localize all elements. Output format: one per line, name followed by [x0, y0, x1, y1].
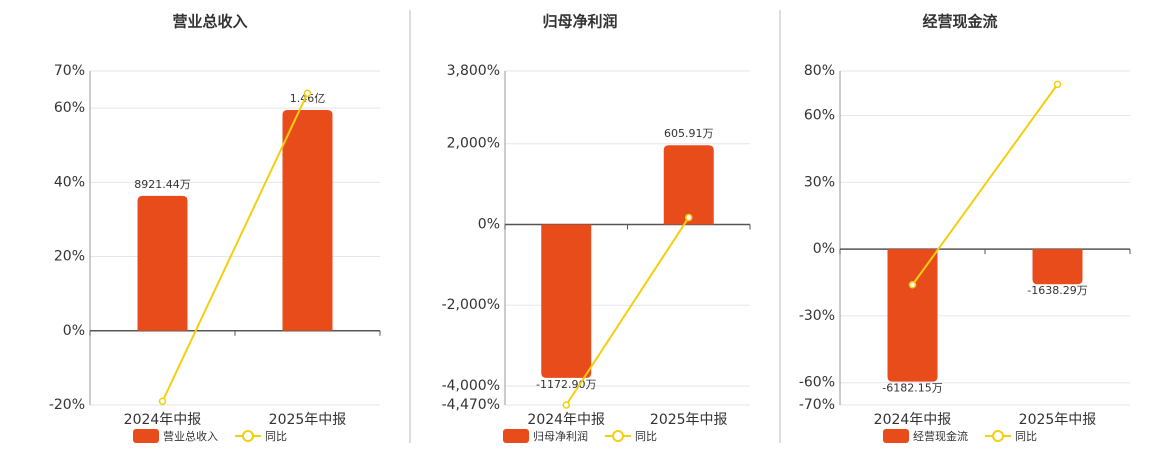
line-point: [303, 89, 312, 98]
value-label: 605.91万: [664, 127, 714, 140]
y-tick-label: -30%: [799, 308, 835, 324]
y-tick-label: -70%: [799, 397, 835, 413]
x-tick-label: 2025年中报: [269, 412, 347, 428]
legend-swatch: [883, 429, 909, 443]
x-tick-label: 2025年中报: [1019, 412, 1097, 428]
value-label: -1172.90万: [536, 378, 596, 391]
y-tick-label: 0%: [478, 216, 500, 232]
line-point: [685, 213, 693, 222]
legend-label: 同比: [1015, 430, 1037, 443]
y-tick-label: 40%: [54, 174, 85, 190]
line-point: [158, 397, 167, 406]
chart-title: 归母净利润: [542, 13, 617, 31]
legend-label: 营业总收入: [163, 429, 218, 443]
x-tick-label: 2024年中报: [124, 412, 202, 428]
bar: [887, 249, 938, 382]
y-tick-label: -4,470%: [442, 397, 500, 413]
value-label: -1638.29万: [1027, 284, 1087, 297]
line-point: [562, 401, 570, 409]
y-tick-label: 30%: [804, 174, 835, 190]
y-tick-label: 0%: [813, 241, 835, 257]
y-tick-label: 0%: [63, 323, 85, 339]
bar: [663, 145, 714, 225]
legend-label: 归母净利润: [533, 429, 588, 443]
y-tick-label: 70%: [54, 63, 85, 79]
y-tick-label: 3,800%: [447, 63, 500, 79]
y-tick-label: 60%: [804, 108, 835, 124]
y-tick-label: -60%: [799, 375, 835, 391]
y-tick-label: -2,000%: [442, 297, 500, 313]
x-tick-label: 2025年中报: [650, 412, 728, 428]
legend-label: 同比: [265, 430, 287, 443]
y-tick-label: -4,000%: [442, 378, 500, 394]
legend-swatch: [503, 429, 529, 443]
bar: [541, 224, 592, 378]
legend-marker: [992, 430, 1004, 442]
legend-label: 同比: [635, 430, 657, 443]
y-tick-label: 60%: [54, 100, 85, 116]
value-label: 1.46亿: [290, 92, 326, 105]
bar: [282, 109, 333, 331]
x-tick-label: 2024年中报: [527, 412, 605, 428]
y-tick-label: -20%: [49, 397, 85, 413]
chart-title: 营业总收入: [172, 13, 247, 31]
legend-swatch: [133, 429, 159, 443]
bar: [1032, 249, 1083, 285]
value-label: -6182.15万: [882, 382, 942, 395]
y-tick-label: 2,000%: [447, 136, 500, 152]
line-point: [1053, 80, 1062, 89]
legend-marker: [242, 430, 254, 442]
x-tick-label: 2024年中报: [874, 412, 952, 428]
line: [911, 83, 1059, 286]
line-point: [908, 281, 917, 289]
legend-marker: [612, 430, 624, 442]
y-tick-label: 20%: [54, 249, 85, 265]
line: [565, 216, 690, 406]
value-label: 8921.44万: [134, 178, 191, 191]
line: [161, 92, 309, 402]
legend-label: 经营现金流: [913, 429, 968, 443]
bar: [137, 195, 188, 331]
y-tick-label: 80%: [804, 63, 835, 79]
chart-title: 经营现金流: [922, 13, 997, 31]
